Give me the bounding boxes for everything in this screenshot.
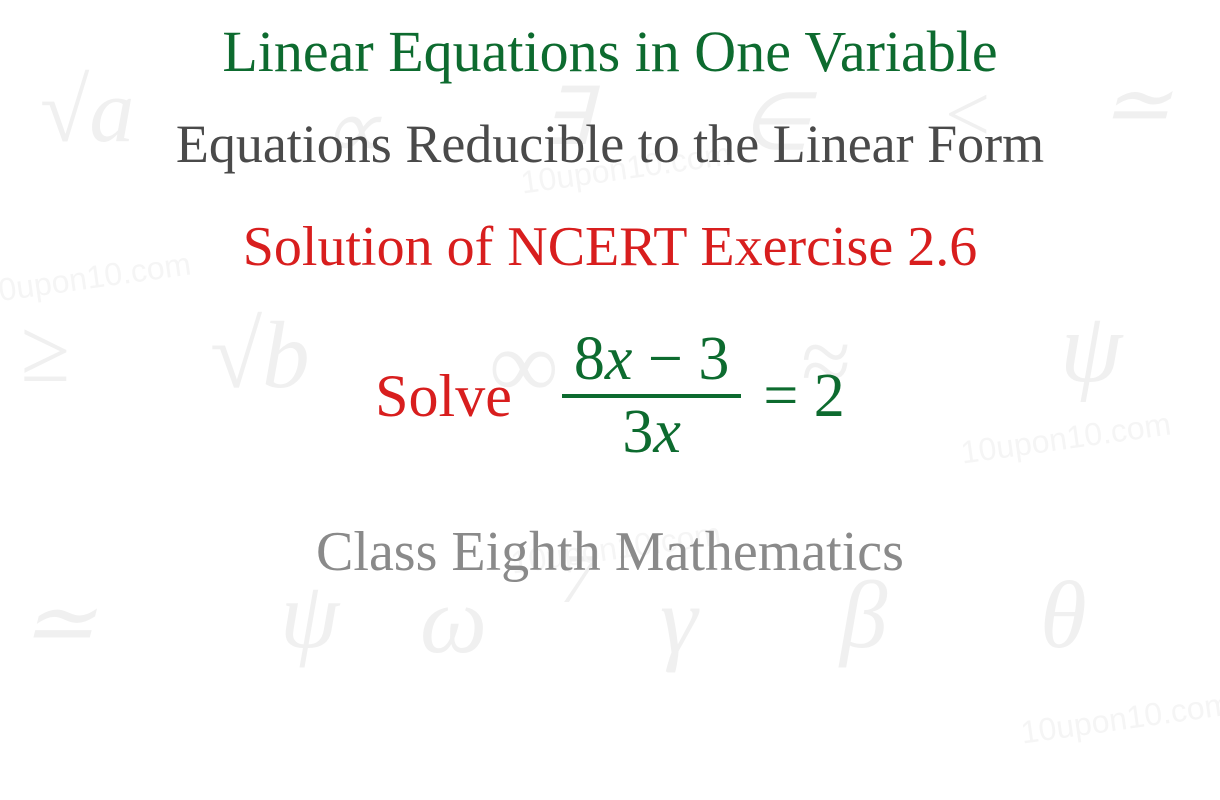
denominator-variable: x xyxy=(653,398,681,466)
numerator-variable: x xyxy=(605,325,633,393)
numerator-rest: − 3 xyxy=(632,325,729,393)
denominator: 3x xyxy=(610,398,693,465)
exercise-heading: Solution of NCERT Exercise 2.6 xyxy=(243,215,977,279)
content-container: Linear Equations in One Variable Equatio… xyxy=(0,0,1220,800)
page-title: Linear Equations in One Variable xyxy=(222,18,997,85)
page-subtitle: Equations Reducible to the Linear Form xyxy=(176,113,1044,175)
footer-text: Class Eighth Mathematics xyxy=(316,520,904,584)
denominator-coeff: 3 xyxy=(622,398,653,466)
numerator-coeff: 8 xyxy=(574,325,605,393)
solve-label: Solve xyxy=(375,362,512,431)
equation-row: Solve 8x − 3 3x = 2 xyxy=(375,327,845,465)
equation-rhs: = 2 xyxy=(763,365,844,427)
fraction: 8x − 3 3x xyxy=(562,327,742,465)
equation: 8x − 3 3x = 2 xyxy=(562,327,845,465)
numerator: 8x − 3 xyxy=(562,327,742,394)
